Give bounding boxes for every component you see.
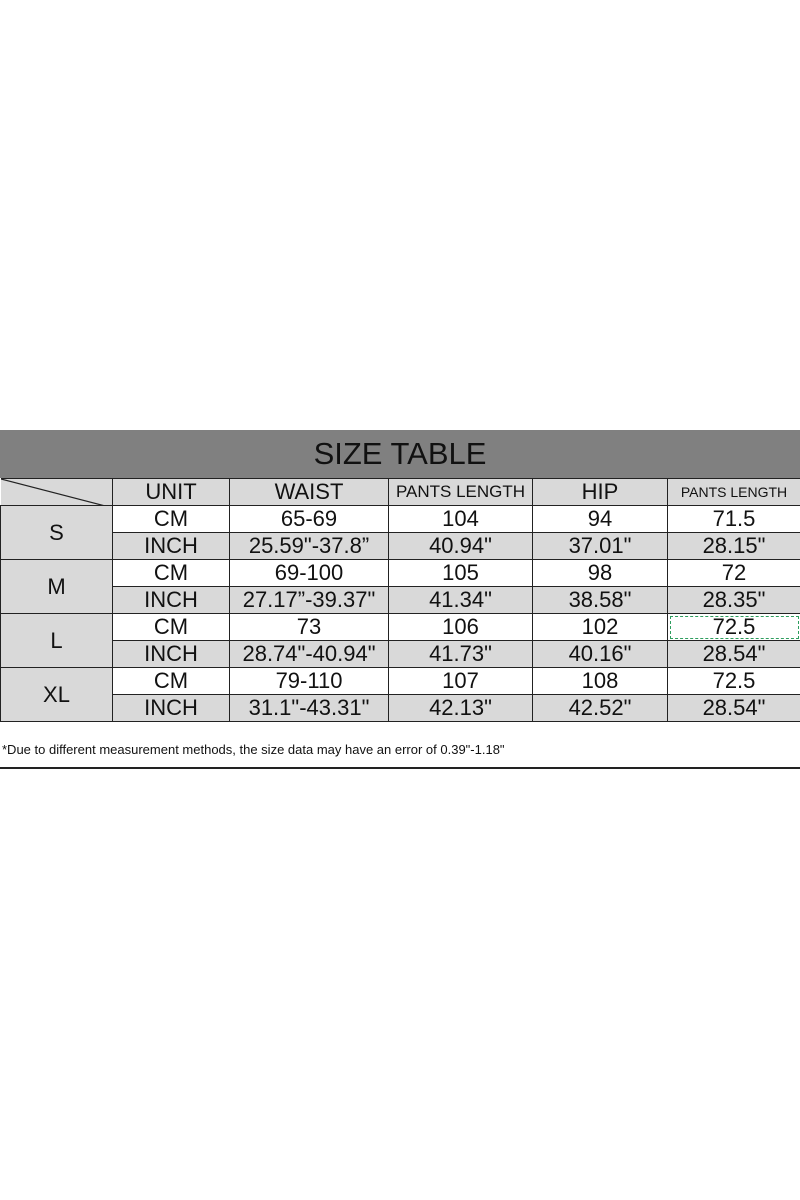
cell-pants-length: 41.34" [388, 586, 533, 614]
cell-hip: 94 [532, 505, 668, 533]
cell-pants-length-2: 28.54" [667, 694, 800, 722]
size-label: XL [0, 667, 113, 722]
cell-pants-length-2: 28.54" [667, 640, 800, 668]
table-title: SIZE TABLE [0, 430, 800, 478]
cell-pants-length: 107 [388, 667, 533, 695]
table-row: M CM 69-100 105 98 72 [0, 559, 800, 614]
table-row: L CM 73 106 102 72.5 [0, 613, 800, 668]
header-waist: WAIST [229, 478, 389, 506]
cell-pants-length: 105 [388, 559, 533, 587]
cell-hip: 40.16" [532, 640, 668, 668]
size-label: M [0, 559, 113, 614]
cell-unit: INCH [112, 586, 230, 614]
table-row: INCH 28.74"-40.94" 41.73" 40.16" 28.54" [1, 640, 800, 668]
cell-unit: INCH [112, 694, 230, 722]
header-hip: HIP [532, 478, 668, 506]
cell-hip: 37.01" [532, 532, 668, 560]
cell-unit: INCH [112, 532, 230, 560]
footnote: *Due to different measurement methods, t… [2, 742, 505, 757]
header-unit: UNIT [112, 478, 230, 506]
cell-hip: 102 [532, 613, 668, 641]
cell-waist: 25.59"-37.8” [229, 532, 389, 560]
cell-pants-length-2: 28.15" [667, 532, 800, 560]
cell-unit: CM [112, 505, 230, 533]
table-row: XL CM 79-110 107 108 72.5 [0, 667, 800, 722]
cell-pants-length-2: 71.5 [667, 505, 800, 533]
cell-unit: CM [112, 559, 230, 587]
cell-pants-length: 106 [388, 613, 533, 641]
cell-waist: 28.74"-40.94" [229, 640, 389, 668]
table-row: S CM 65-69 104 94 71.5 [0, 505, 800, 560]
cell-hip: 38.58" [532, 586, 668, 614]
table-row: INCH 31.1"-43.31" 42.13" 42.52" 28.54" [1, 694, 800, 722]
size-label: S [0, 505, 113, 560]
table-row: INCH 25.59"-37.8” 40.94" 37.01" 28.15" [1, 532, 800, 560]
cell-waist: 73 [229, 613, 389, 641]
cell-pants-length: 41.73" [388, 640, 533, 668]
cell-pants-length-2: 28.35" [667, 586, 800, 614]
cell-waist: 65-69 [229, 505, 389, 533]
header-row: UNIT WAIST PANTS LENGTH HIP PANTS LENGTH [0, 478, 800, 506]
cell-pants-length: 40.94" [388, 532, 533, 560]
cell-waist: 79-110 [229, 667, 389, 695]
header-pants-length: PANTS LENGTH [388, 478, 533, 506]
cell-hip: 108 [532, 667, 668, 695]
cell-unit: CM [112, 667, 230, 695]
corner-cell [0, 478, 113, 506]
cell-pants-length-2: 72.5 [667, 667, 800, 695]
cell-unit: CM [112, 613, 230, 641]
diagonal-line [0, 479, 102, 505]
cell-pants-length: 42.13" [388, 694, 533, 722]
table-row: INCH 27.17”-39.37" 41.34" 38.58" 28.35" [1, 586, 800, 614]
size-table: UNIT WAIST PANTS LENGTH HIP PANTS LENGTH… [0, 478, 800, 722]
cell-waist: 69-100 [229, 559, 389, 587]
cell-pants-length: 104 [388, 505, 533, 533]
cell-hip: 42.52" [532, 694, 668, 722]
cell-unit: INCH [112, 640, 230, 668]
cell-pants-length-2: 72.5 [667, 613, 800, 641]
header-pants-length-2: PANTS LENGTH [667, 478, 800, 506]
size-label: L [0, 613, 113, 668]
divider [0, 767, 800, 769]
cell-waist: 27.17”-39.37" [229, 586, 389, 614]
cell-waist: 31.1"-43.31" [229, 694, 389, 722]
cell-hip: 98 [532, 559, 668, 587]
cell-pants-length-2: 72 [667, 559, 800, 587]
